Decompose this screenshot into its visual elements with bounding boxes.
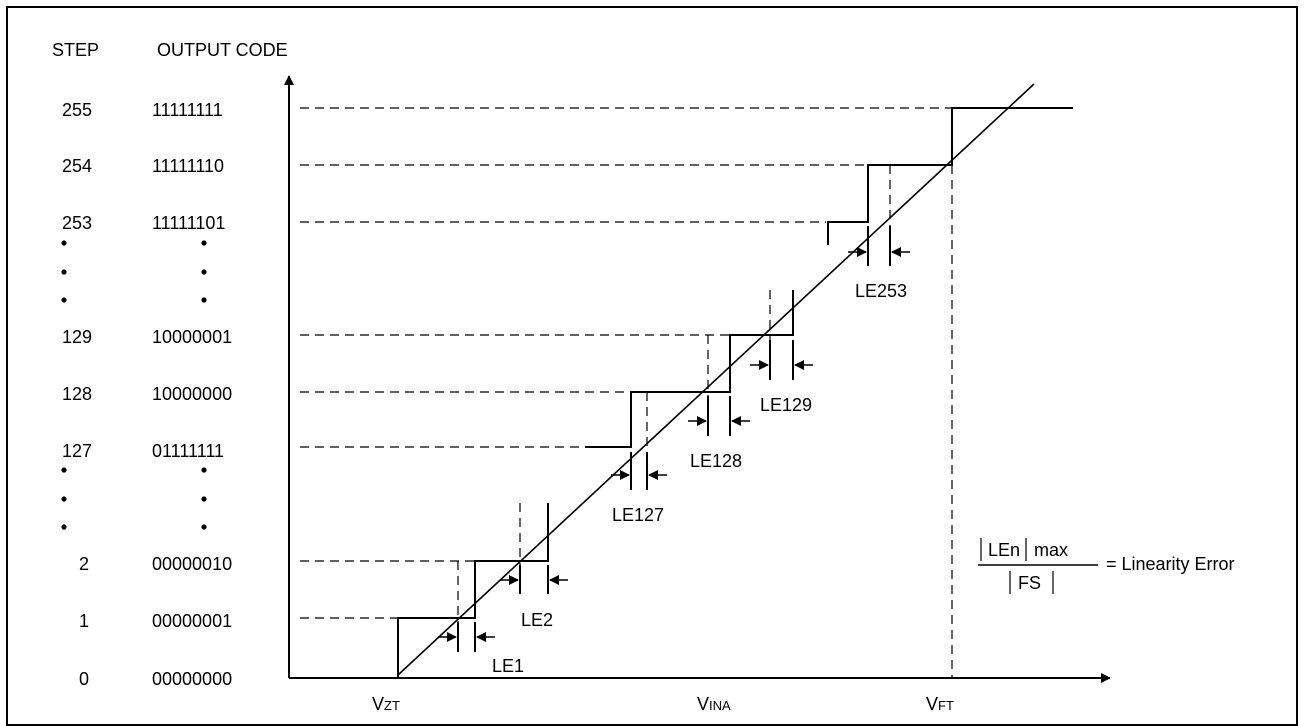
vina-label: VINA — [697, 694, 731, 714]
step-label: 0 — [79, 669, 89, 689]
le253-label: LE253 — [855, 281, 907, 301]
dashed-guides — [300, 107, 953, 678]
ellipsis-dots — [61, 240, 207, 530]
le127-label: LE127 — [612, 505, 664, 525]
code-label: 11111111 — [152, 100, 223, 120]
step-label: 129 — [62, 327, 92, 347]
formula-numerator: LEn — [988, 540, 1020, 560]
code-label: 10000000 — [152, 384, 232, 404]
step-label: 253 — [62, 213, 92, 233]
step-label: 127 — [62, 441, 92, 461]
formula-result: = Linearity Error — [1106, 554, 1235, 574]
le128-label: LE128 — [690, 451, 742, 471]
step-label: 1 — [79, 611, 89, 631]
code-label: 11111110 — [152, 156, 224, 176]
step-label: 255 — [62, 100, 92, 120]
le2-label: LE2 — [521, 610, 553, 630]
le1-label: LE1 — [492, 656, 524, 676]
error-arrows — [438, 247, 910, 642]
diagram-frame — [6, 6, 1298, 726]
step-label: 254 — [62, 156, 92, 176]
output-code-header: OUTPUT CODE — [157, 40, 288, 60]
step-label: 2 — [79, 554, 89, 574]
staircase — [397, 107, 1073, 678]
code-label: 01111111 — [152, 441, 224, 461]
code-label: 00000001 — [152, 611, 232, 631]
code-label: 11111101 — [152, 213, 225, 233]
formula-numerator-suffix: max — [1034, 540, 1068, 560]
code-label: 10000001 — [152, 327, 232, 347]
code-label: 00000000 — [152, 669, 232, 689]
code-label: 00000010 — [152, 554, 232, 574]
vzt-label: VZT — [372, 694, 400, 714]
ideal-transfer-line — [397, 83, 1035, 676]
formula-denominator: FS — [1018, 573, 1041, 593]
le129-label: LE129 — [760, 395, 812, 415]
linearity-error-formula: LEn max FS = Linearity Error — [978, 538, 1235, 594]
step-header: STEP — [52, 40, 99, 60]
vft-label: VFT — [926, 694, 954, 714]
step-label: 128 — [62, 384, 92, 404]
error-markers — [457, 226, 891, 652]
row-labels: 255 11111111 254 11111110 253 11111101 1… — [62, 100, 232, 689]
